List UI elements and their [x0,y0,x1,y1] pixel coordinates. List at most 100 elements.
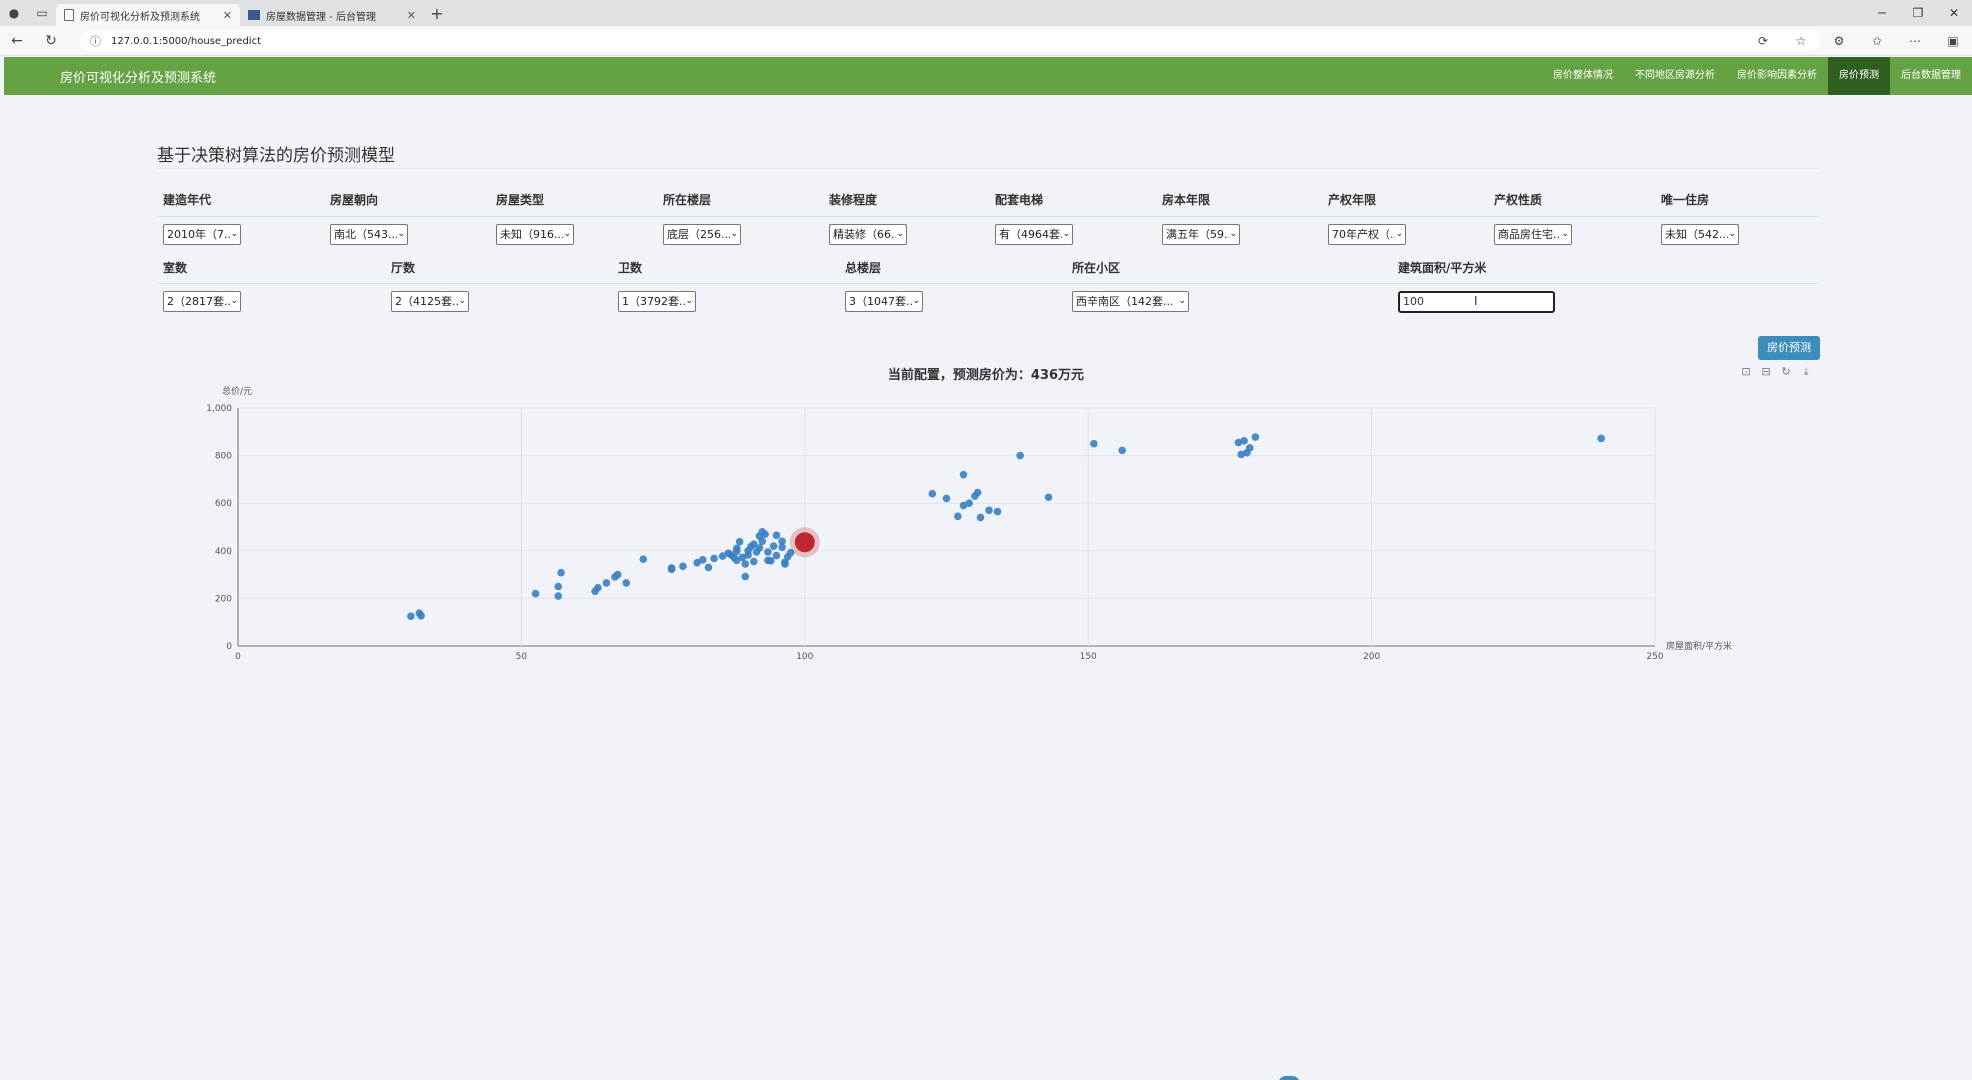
zoom-reset-icon[interactable]: ⊟ [1761,365,1771,378]
select-deed-years[interactable]: 满五年（59... ⌄ [1162,224,1240,245]
x-tick-label: 200 [1363,652,1380,662]
info-icon[interactable]: ⓘ [90,35,101,48]
label-floor: 所在楼层 [663,193,712,207]
data-point [778,537,786,546]
new-tab-button[interactable]: + [430,3,444,23]
select-value: 满五年（59... [1166,228,1235,241]
y-axis-label: 总价/元 [222,385,252,397]
chevron-down-icon: ⌄ [230,292,238,311]
data-point [718,552,727,560]
nav-item-factors[interactable]: 房价影响因素分析 [1737,70,1817,81]
chevron-down-icon: ⌄ [1178,292,1186,311]
nav-item-admin[interactable]: 后台数据管理 [1901,70,1961,81]
data-point [667,565,676,574]
restore-icon[interactable]: ❐ [1912,6,1924,20]
select-community[interactable]: 西辛南区（142套... ⌄ [1072,291,1189,312]
main-nav: 房价整体情况 不同地区房源分析 房价影响因素分析 房价预测 后台数据管理 [1542,57,1972,95]
select-bathrooms[interactable]: 1（3792套... ⌄ [618,291,696,312]
restore-icon[interactable]: ↻ [1781,365,1791,378]
profile-icon[interactable]: ● [8,6,20,20]
favorites-icon[interactable]: ✩ [1871,34,1883,48]
browser-tab[interactable]: 房屋数据管理 - 后台管理 ✕ [240,4,424,26]
data-point [749,540,758,548]
reload-icon[interactable]: ↻ [45,32,57,49]
app-header: 房价可视化分析及预测系统 房价整体情况 不同地区房源分析 房价影响因素分析 房价… [4,57,1972,95]
select-build-year[interactable]: 2010年（7... ⌄ [163,224,241,245]
back-arrow-icon[interactable]: ← [11,32,23,49]
nav-item-predict[interactable]: 房价预测 [1828,57,1890,95]
nav-item-overview[interactable]: 房价整体情况 [1553,70,1613,81]
close-icon[interactable]: ✕ [406,8,416,22]
brand-title: 房价可视化分析及预测系统 [60,70,217,86]
data-point [769,542,778,550]
address-bar[interactable]: ⓘ 127.0.0.1:5000/house_predict [80,30,1820,52]
data-point [942,494,951,503]
zoom-icon[interactable]: ⊡ [1741,365,1751,378]
browser-tabbar: ● ▭ 房价可视化分析及预测系统 ✕ 房屋数据管理 - 后台管理 ✕ + ─ ❐… [0,0,1972,26]
data-point [786,548,795,557]
select-floor[interactable]: 底层（256... ⌄ [663,224,741,245]
select-value: 未知（542... [1665,228,1730,241]
chevron-down-icon: ⌄ [230,225,238,244]
select-value: 有（4964套... [999,228,1071,241]
data-point [1044,493,1053,502]
label-deed-years: 房本年限 [1162,193,1211,207]
data-point [602,579,611,587]
scroll-indicator [1278,1076,1300,1080]
data-point [639,555,648,563]
select-decoration[interactable]: 精装修（66... ⌄ [829,224,907,245]
label-halls: 厅数 [391,261,416,275]
data-point [732,556,741,565]
chevron-down-icon: ⌄ [912,292,920,311]
download-icon[interactable]: ⤓ [1803,365,1809,378]
sidebar-icon[interactable]: ▣ [1947,34,1959,48]
select-orientation[interactable]: 南北（543... ⌄ [330,224,408,245]
label-total-floors: 总楼层 [845,261,882,275]
area-input[interactable]: 100 [1398,291,1555,313]
browser-toolbar: ← ↻ ⓘ 127.0.0.1:5000/house_predict ⟳ ☆ ⚙… [0,26,1972,56]
browser-tab-active[interactable]: 房价可视化分析及预测系统 ✕ [56,4,240,26]
select-elevator[interactable]: 有（4964套... ⌄ [995,224,1073,245]
select-value: 西辛南区（142套... [1076,295,1174,308]
star-icon[interactable]: ☆ [1795,34,1807,48]
data-point [758,537,767,546]
page-title: 基于决策树算法的房价预测模型 [157,146,395,166]
select-rooms[interactable]: 2（2817套... ⌄ [163,291,241,312]
label-community: 所在小区 [1072,261,1121,275]
y-tick-label: 400 [215,547,232,557]
data-point [766,556,775,565]
predict-button[interactable]: 房价预测 [1758,336,1820,360]
translate-icon[interactable]: ⟳ [1757,34,1769,48]
data-point [985,506,993,515]
select-property-nature[interactable]: 商品房住宅... ⌄ [1494,224,1572,245]
page-favicon-icon [64,9,74,21]
divider [157,216,1819,217]
nav-item-region[interactable]: 不同地区房源分析 [1635,70,1715,81]
select-halls[interactable]: 2（4125套... ⌄ [391,291,469,312]
url-text: 127.0.0.1:5000/house_predict [111,35,261,47]
divider [157,168,1819,169]
data-point [781,560,789,568]
extensions-icon[interactable]: ⚙ [1833,34,1845,48]
select-value: 2（2817套... [167,295,235,308]
select-value: 商品房住宅... [1498,228,1564,241]
data-point [622,579,631,587]
minimize-icon[interactable]: ─ [1878,6,1886,20]
select-total-floors[interactable]: 3（1047套... ⌄ [845,291,923,312]
select-property-term[interactable]: 70年产权（... ⌄ [1328,224,1406,245]
tab-title: 房屋数据管理 - 后台管理 [266,11,376,23]
close-window-icon[interactable]: ✕ [1948,6,1960,20]
label-property-nature: 产权性质 [1494,193,1543,207]
close-icon[interactable]: ✕ [222,8,232,22]
data-point [755,544,764,552]
data-point [928,489,937,498]
label-build-year: 建造年代 [163,193,212,207]
data-point [732,544,741,553]
more-icon[interactable]: ⋯ [1909,34,1921,48]
select-only-home[interactable]: 未知（542... ⌄ [1661,224,1739,245]
label-area: 建筑面积/平方米 [1398,261,1487,275]
tab-actions-icon[interactable]: ▭ [36,6,48,20]
data-point [749,557,758,566]
select-house-type[interactable]: 未知（916... ⌄ [496,224,574,245]
window-controls: ─ ❐ ✕ [1864,0,1972,26]
